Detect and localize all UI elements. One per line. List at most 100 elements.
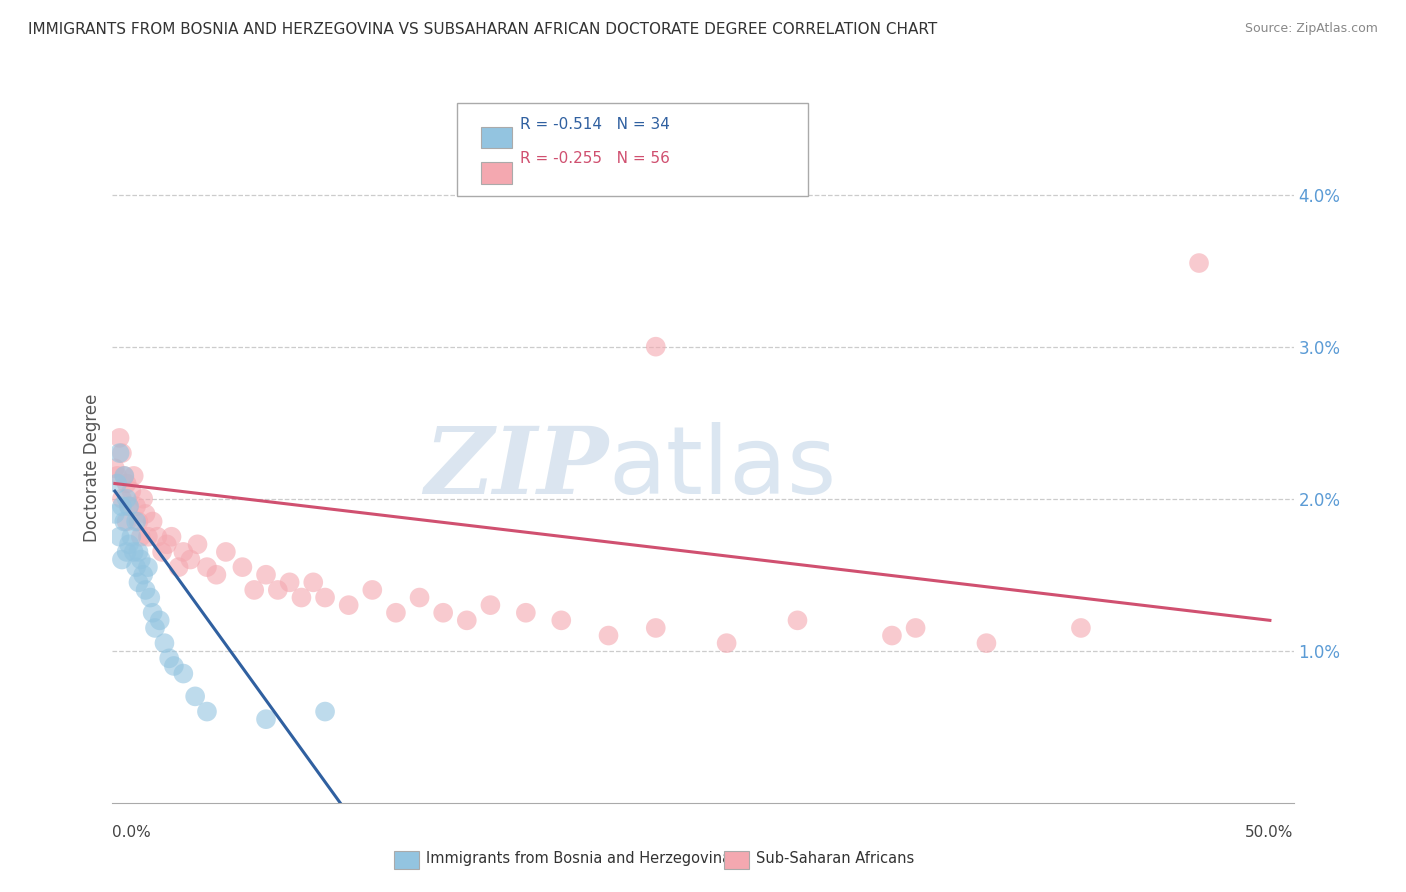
- Point: [108, 530, 131, 544]
- Point: [115, 491, 138, 506]
- Point: [550, 613, 572, 627]
- Point: [231, 560, 253, 574]
- Point: [104, 507, 127, 521]
- Point: [1070, 621, 1092, 635]
- Point: [136, 560, 159, 574]
- Point: [127, 575, 149, 590]
- Point: [163, 659, 186, 673]
- Point: [716, 636, 738, 650]
- Point: [112, 469, 135, 483]
- Point: [135, 582, 157, 597]
- Point: [111, 552, 134, 566]
- Point: [976, 636, 998, 650]
- Point: [254, 567, 277, 582]
- Text: Immigrants from Bosnia and Herzegovina: Immigrants from Bosnia and Herzegovina: [426, 851, 731, 865]
- Point: [267, 582, 290, 597]
- Point: [179, 552, 201, 566]
- Point: [146, 530, 169, 544]
- Point: [254, 712, 277, 726]
- Point: [195, 705, 218, 719]
- Point: [644, 621, 666, 635]
- Point: [290, 591, 312, 605]
- Point: [118, 500, 141, 514]
- Text: ZIP: ZIP: [425, 424, 609, 513]
- Point: [129, 552, 152, 566]
- Point: [115, 545, 138, 559]
- Point: [118, 537, 141, 551]
- Point: [172, 666, 194, 681]
- Point: [184, 690, 207, 704]
- Point: [172, 545, 194, 559]
- Point: [195, 560, 218, 574]
- Point: [904, 621, 927, 635]
- Point: [150, 545, 173, 559]
- Point: [112, 515, 135, 529]
- Point: [105, 469, 128, 483]
- Point: [205, 567, 228, 582]
- Text: 50.0%: 50.0%: [1246, 825, 1294, 840]
- Point: [129, 530, 152, 544]
- Point: [115, 515, 138, 529]
- Point: [243, 582, 266, 597]
- Point: [125, 500, 148, 514]
- Point: [136, 530, 159, 544]
- Point: [120, 530, 142, 544]
- Text: R = -0.255   N = 56: R = -0.255 N = 56: [520, 152, 671, 166]
- Point: [786, 613, 808, 627]
- Point: [1188, 256, 1211, 270]
- Point: [127, 515, 149, 529]
- Point: [122, 469, 145, 483]
- Point: [142, 515, 165, 529]
- Point: [515, 606, 537, 620]
- Point: [118, 500, 141, 514]
- Point: [186, 537, 208, 551]
- Text: R = -0.514   N = 34: R = -0.514 N = 34: [520, 118, 671, 132]
- Point: [278, 575, 301, 590]
- Point: [122, 545, 145, 559]
- Point: [108, 446, 131, 460]
- Point: [153, 636, 176, 650]
- Point: [135, 507, 157, 521]
- Point: [314, 705, 336, 719]
- Point: [125, 560, 148, 574]
- Point: [108, 431, 131, 445]
- Point: [111, 491, 134, 506]
- Text: IMMIGRANTS FROM BOSNIA AND HERZEGOVINA VS SUBSAHARAN AFRICAN DOCTORATE DEGREE CO: IMMIGRANTS FROM BOSNIA AND HERZEGOVINA V…: [28, 22, 938, 37]
- Point: [149, 613, 172, 627]
- Point: [385, 606, 408, 620]
- Point: [456, 613, 478, 627]
- Point: [302, 575, 325, 590]
- Point: [314, 591, 336, 605]
- Point: [337, 598, 360, 612]
- Point: [598, 628, 620, 642]
- Text: atlas: atlas: [609, 422, 837, 515]
- Point: [157, 651, 180, 665]
- Point: [104, 461, 127, 475]
- Point: [479, 598, 502, 612]
- Point: [120, 484, 142, 499]
- Point: [160, 530, 183, 544]
- Point: [432, 606, 454, 620]
- Point: [132, 567, 155, 582]
- Point: [105, 476, 128, 491]
- Point: [142, 606, 165, 620]
- Point: [125, 515, 148, 529]
- Y-axis label: Doctorate Degree: Doctorate Degree: [83, 394, 101, 542]
- Text: Source: ZipAtlas.com: Source: ZipAtlas.com: [1244, 22, 1378, 36]
- Point: [644, 340, 666, 354]
- Point: [127, 545, 149, 559]
- Text: Sub-Saharan Africans: Sub-Saharan Africans: [756, 851, 915, 865]
- Point: [215, 545, 238, 559]
- Point: [132, 491, 155, 506]
- Point: [111, 446, 134, 460]
- Point: [880, 628, 903, 642]
- Point: [111, 500, 134, 514]
- Point: [115, 476, 138, 491]
- Point: [139, 591, 162, 605]
- Point: [361, 582, 384, 597]
- Point: [143, 621, 166, 635]
- Point: [112, 469, 135, 483]
- Text: 0.0%: 0.0%: [112, 825, 152, 840]
- Point: [167, 560, 190, 574]
- Point: [156, 537, 179, 551]
